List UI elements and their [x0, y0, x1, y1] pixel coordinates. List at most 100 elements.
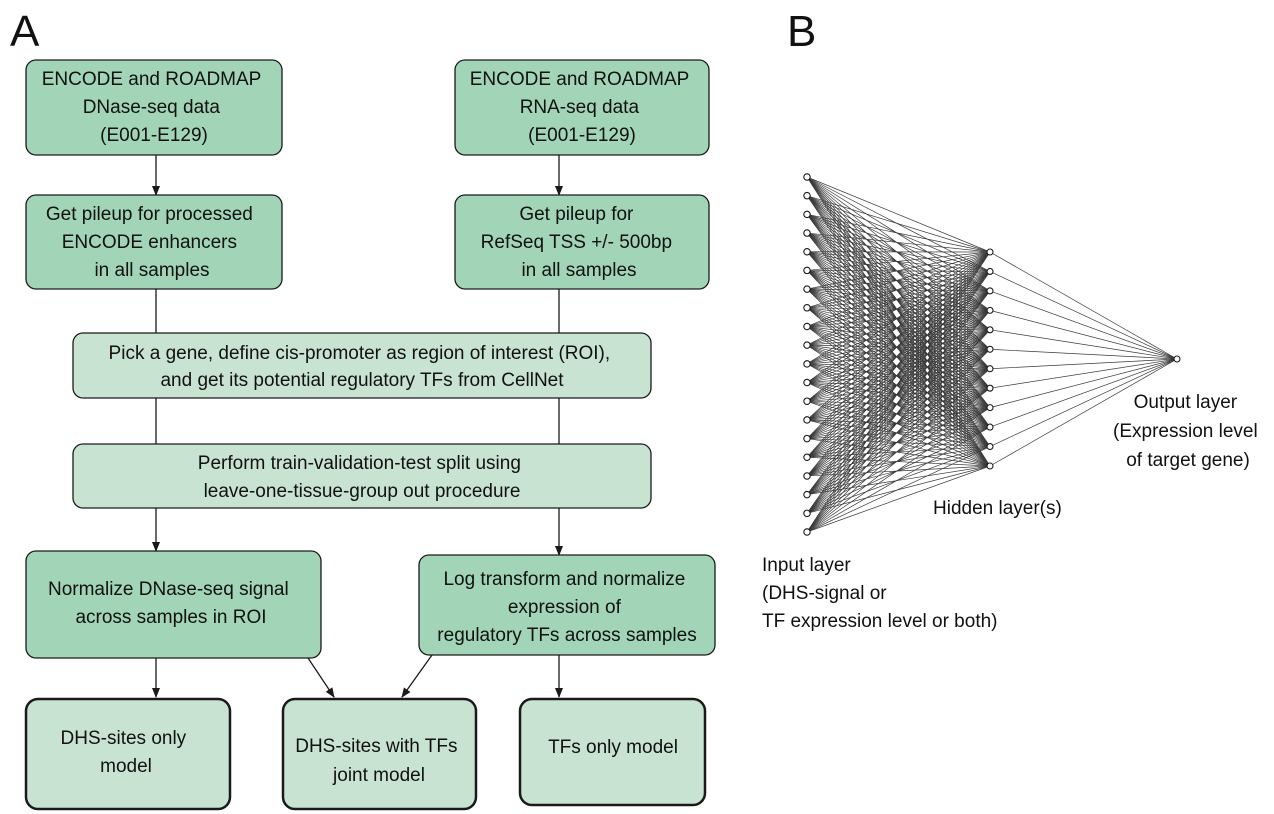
input-hidden-connection	[806, 251, 991, 271]
box-text-line: Perform train-validation-test split usin…	[198, 453, 521, 474]
hidden-output-connection	[989, 358, 1178, 447]
hidden-output-connection	[989, 358, 1178, 428]
neural-network	[803, 173, 1181, 536]
input-hidden-connection	[806, 407, 991, 533]
input-hidden-connection	[806, 465, 991, 495]
network-connections	[806, 176, 1178, 533]
input-hidden-connection	[806, 307, 991, 370]
hidden-output-connection	[989, 358, 1178, 370]
input-node	[803, 416, 811, 424]
output-layer-label-line: (Expression level	[1113, 421, 1258, 442]
input-hidden-connection	[806, 426, 991, 439]
input-hidden-connection	[806, 344, 991, 370]
input-hidden-connection	[806, 251, 991, 402]
input-hidden-connection	[806, 465, 991, 477]
box-text-line: RNA-seq data	[520, 97, 640, 118]
input-hidden-connection	[806, 387, 991, 402]
box-text-line: regulatory TFs across samples	[437, 625, 696, 646]
hidden-node	[986, 267, 994, 276]
box-text-line: model	[100, 756, 152, 777]
input-hidden-connection	[806, 310, 991, 346]
input-hidden-connection	[806, 251, 991, 309]
output-layer-label-line: Output layer	[1134, 392, 1238, 413]
input-hidden-connection	[806, 326, 991, 428]
input-hidden-connection	[806, 251, 991, 327]
input-hidden-connection	[806, 270, 991, 272]
input-hidden-connection	[806, 344, 991, 350]
input-hidden-connection	[806, 307, 991, 428]
input-hidden-connection	[806, 368, 991, 533]
input-hidden-connection	[806, 426, 991, 458]
input-node	[803, 173, 811, 181]
input-hidden-connection	[806, 270, 991, 292]
box-text-line: in all samples	[521, 260, 636, 281]
input-hidden-connection	[806, 214, 991, 253]
input-node	[803, 528, 811, 536]
input-node	[803, 229, 811, 237]
box-dhs-only-model: DHS-sites only model	[24, 697, 232, 811]
input-hidden-connection	[806, 344, 991, 447]
input-hidden-connection	[806, 400, 991, 447]
box-pick-gene: Pick a gene, define cis-promoter as regi…	[72, 332, 652, 399]
box-tfs-only-model: TFs only model	[518, 697, 707, 807]
hidden-layer-label: Hidden layer(s)	[933, 498, 1062, 519]
input-hidden-connection	[806, 344, 991, 408]
input-hidden-connection	[806, 251, 991, 421]
input-hidden-connection	[806, 232, 991, 253]
input-hidden-connection	[806, 251, 991, 383]
input-node	[803, 434, 811, 443]
input-hidden-connection	[806, 326, 991, 350]
input-hidden-connection	[806, 290, 991, 533]
input-hidden-connection	[806, 214, 991, 292]
input-hidden-connection	[806, 419, 991, 467]
input-hidden-connection	[806, 251, 991, 365]
hidden-node	[986, 462, 994, 470]
input-hidden-connection	[806, 446, 991, 458]
input-hidden-connection	[806, 232, 991, 292]
hidden-node	[986, 384, 994, 392]
input-layer-label: Input layer (DHS-signal or TF expression…	[762, 555, 998, 632]
output-layer-label: Output layer (Expression level of target…	[1113, 392, 1263, 471]
box-text-line: (E001-E129)	[528, 125, 636, 146]
input-hidden-connection	[806, 400, 991, 408]
input-hidden-connection	[806, 288, 991, 311]
input-hidden-connection	[806, 400, 991, 467]
input-hidden-connection	[806, 329, 991, 365]
input-hidden-connection	[806, 310, 991, 533]
box-text-line: leave-one-tissue-group out procedure	[204, 481, 521, 502]
arrow-log-to-joint-model	[401, 654, 433, 698]
box-normalize-dnase: Normalize DNase-seq signal across sample…	[25, 550, 322, 659]
box-text-line: DHS-sites only	[61, 728, 187, 749]
input-node	[803, 191, 811, 200]
input-hidden-connection	[806, 251, 991, 311]
input-node	[803, 509, 811, 518]
input-hidden-connection	[806, 456, 991, 467]
panel-label-b: B	[787, 7, 816, 56]
box-pileup-tss: Get pileup for RefSeq TSS +/- 500bp in a…	[454, 194, 710, 290]
input-hidden-connection	[806, 344, 991, 428]
hidden-node	[986, 287, 994, 295]
hidden-node	[986, 326, 994, 334]
svg-text:Get pileup for RefSeq: Get pileup for RefSeq TSS +/- 500bp in a…	[481, 204, 678, 281]
input-hidden-connection	[806, 363, 991, 389]
input-node	[803, 490, 811, 499]
input-hidden-connection	[806, 382, 991, 428]
hidden-node	[986, 404, 994, 412]
input-hidden-connection	[806, 419, 991, 428]
input-node	[803, 285, 811, 293]
input-hidden-connection	[806, 446, 991, 477]
hidden-node	[986, 345, 994, 353]
input-hidden-connection	[806, 307, 991, 311]
input-hidden-connection	[806, 251, 991, 495]
input-hidden-connection	[806, 176, 991, 292]
input-hidden-connection	[806, 214, 991, 272]
svg-text:ENCODE and ROADMAP DNa: ENCODE and ROADMAP DNase-seq data (E001-…	[42, 69, 267, 146]
input-hidden-connection	[806, 407, 991, 439]
input-hidden-connection	[806, 382, 991, 408]
box-text-line: across samples in ROI	[75, 607, 266, 628]
input-hidden-connection	[806, 251, 991, 370]
svg-text:Normalize DNase-seq signal: Normalize DNase-seq signal across sample…	[48, 579, 294, 628]
input-hidden-connection	[806, 326, 991, 408]
input-hidden-connection	[806, 382, 991, 447]
box-split: Perform train-validation-test split usin…	[72, 443, 652, 509]
